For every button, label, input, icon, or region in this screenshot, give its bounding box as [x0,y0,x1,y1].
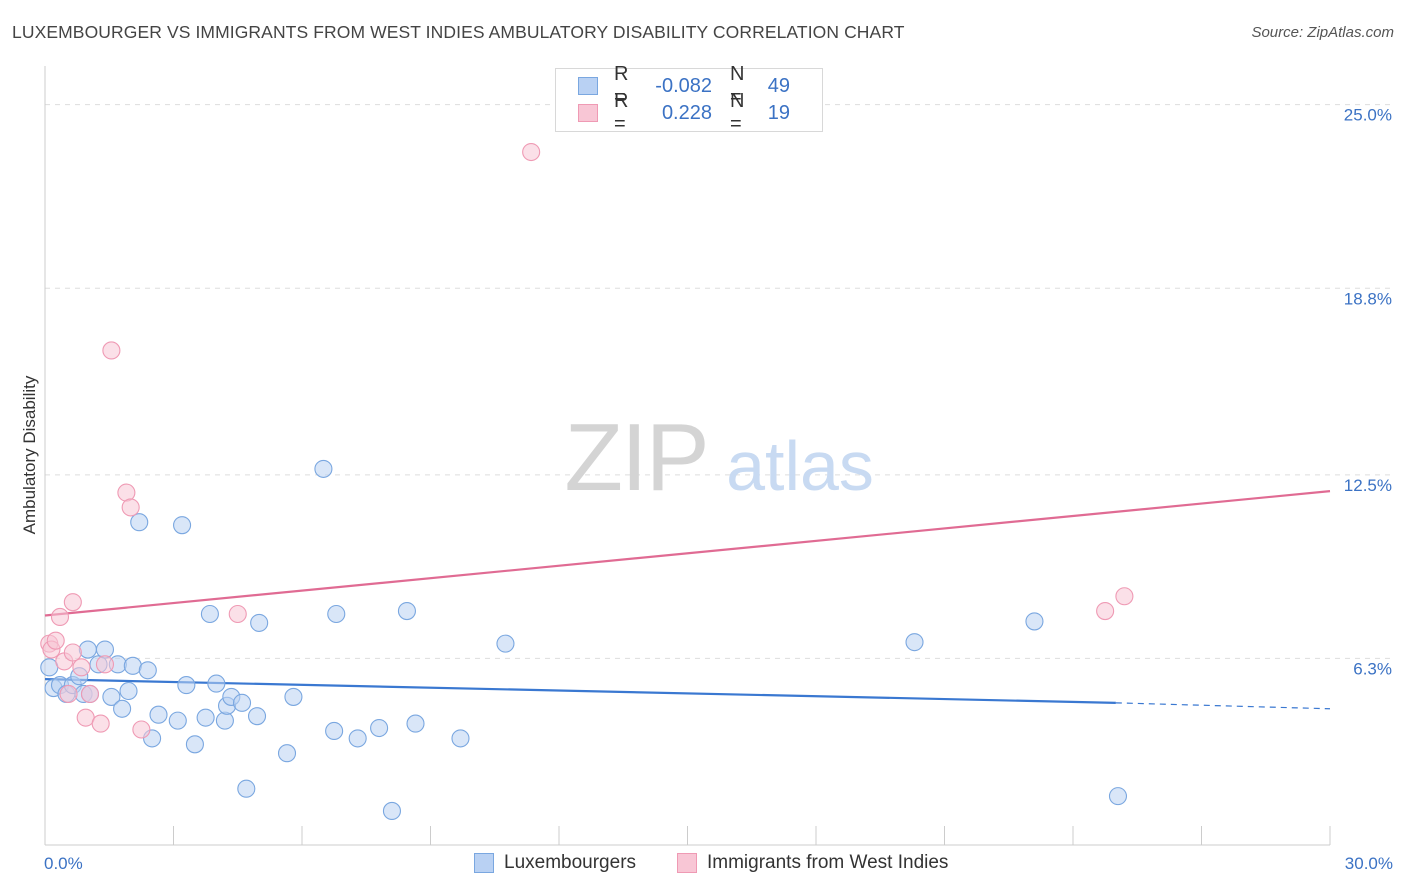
watermark-atlas: atlas [726,427,874,505]
series-legend-west-indies[interactable]: Immigrants from West Indies [677,852,948,874]
data-point-west-indies [80,684,100,704]
data-point-luxembourgers [1108,787,1128,806]
trend-line-1 [44,490,1331,617]
data-point-luxembourgers [397,602,416,621]
data-point-luxembourgers [348,729,367,748]
data-point-west-indies [46,631,65,650]
watermark-zip: ZIP [564,404,707,511]
data-point-west-indies [72,658,91,677]
series-legend: Luxembourgers Immigrants from West Indie… [0,852,1406,878]
data-point-luxembourgers [113,699,132,718]
data-point-west-indies [91,714,110,733]
data-point-luxembourgers [370,718,389,738]
data-point-west-indies [1096,602,1115,621]
chart-title: LUXEMBOURGER VS IMMIGRANTS FROM WEST IND… [12,22,905,42]
data-point-luxembourgers [102,687,121,706]
data-point-luxembourgers [149,705,168,724]
data-point-west-indies [1115,587,1134,606]
data-point-luxembourgers [406,714,425,733]
data-point-west-indies [121,498,140,517]
series-legend-luxembourgers[interactable]: Luxembourgers [474,852,636,874]
data-point-luxembourgers [196,708,215,727]
data-point-west-indies [522,142,541,162]
data-point-west-indies [95,655,115,674]
x-tick-label: 0.0% [44,854,83,873]
legend: R = -0.082 N = 49 R = 0.228 N = 19 [555,63,823,135]
data-point-luxembourgers [314,459,333,478]
series-swatch-pink [677,853,697,873]
legend-swatch-blue [578,77,598,95]
watermark: ZIP atlas [564,404,874,511]
data-point-west-indies [63,593,82,612]
data-point-luxembourgers [130,513,149,532]
series-legend-label: Immigrants from West Indies [707,852,949,873]
legend-r-label: R = [614,63,629,108]
data-point-luxembourgers [250,613,269,632]
data-points [40,142,1134,820]
y-tick-label: 12.5% [1344,476,1392,495]
data-point-west-indies [59,684,78,704]
data-point-luxembourgers [325,721,344,741]
data-point-luxembourgers [119,681,138,701]
data-point-luxembourgers [200,604,219,624]
data-point-luxembourgers [277,744,297,763]
data-point-luxembourgers [382,801,402,820]
data-point-luxembourgers [327,604,346,624]
x-tick-label: 30.0% [1345,854,1393,873]
source-label: Source: ZipAtlas.com [1251,24,1394,41]
legend-row-luxembourgers: R = -0.082 N = 49 [578,63,790,108]
legend-r-value: -0.082 [655,74,712,97]
axes [44,66,1331,846]
legend-n-value: 19 [767,101,790,124]
trend-lines [44,490,1331,710]
data-point-west-indies [228,604,247,624]
data-point-luxembourgers [123,656,142,675]
data-point-luxembourgers [451,729,470,748]
trend-line-0 [44,678,1116,704]
y-tick-label: 18.8% [1344,289,1392,308]
trend-line-extension-0 [1115,702,1331,710]
data-point-luxembourgers [138,661,157,680]
data-point-luxembourgers [237,779,256,798]
legend-n-value: 49 [767,74,790,97]
legend-row-west-indies: R = 0.228 N = 19 [578,90,790,135]
series-swatch-blue [474,853,494,873]
series-legend-label: Luxembourgers [504,852,637,873]
data-point-luxembourgers [1025,612,1044,631]
data-point-luxembourgers [168,711,187,730]
data-point-luxembourgers [185,735,204,754]
tick-labels: 6.3% 12.5% 18.8% 25.0% 0.0% 30.0% [44,106,1393,873]
legend-n-label: N = [730,90,745,135]
legend-swatch-pink [578,104,598,122]
data-point-luxembourgers [177,676,196,695]
data-point-luxembourgers [173,516,192,535]
y-tick-label: 6.3% [1353,659,1392,678]
data-point-luxembourgers [284,687,303,706]
data-point-luxembourgers [215,711,234,730]
data-point-luxembourgers [78,640,97,659]
legend-n-label: N = [730,63,745,108]
legend-r-label: R = [614,90,629,135]
data-point-luxembourgers [207,674,226,693]
data-point-west-indies [63,643,82,662]
data-point-luxembourgers [905,633,924,652]
grid-lines [45,104,1392,659]
data-point-luxembourgers [247,707,267,726]
data-point-west-indies [132,720,151,739]
data-point-luxembourgers [232,693,252,712]
legend-r-value: 0.228 [661,101,712,124]
y-tick-label: 25.0% [1344,106,1392,125]
data-point-west-indies [102,341,121,360]
data-point-west-indies [50,607,70,627]
data-point-luxembourgers [496,634,515,653]
